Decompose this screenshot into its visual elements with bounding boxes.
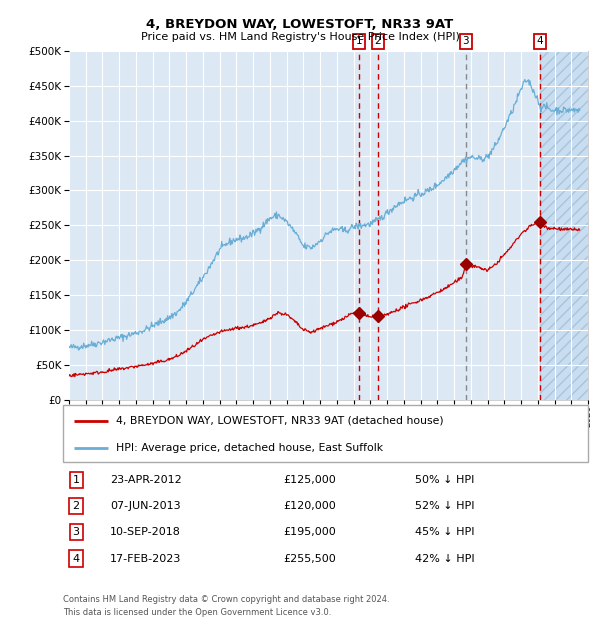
Text: 1: 1 xyxy=(73,475,80,485)
Text: 17-FEB-2023: 17-FEB-2023 xyxy=(110,554,182,564)
Text: HPI: Average price, detached house, East Suffolk: HPI: Average price, detached house, East… xyxy=(115,443,383,453)
Text: 3: 3 xyxy=(463,37,469,46)
Text: £125,000: £125,000 xyxy=(284,475,336,485)
Text: 2: 2 xyxy=(374,37,381,46)
Text: £195,000: £195,000 xyxy=(284,528,336,538)
Text: 07-JUN-2013: 07-JUN-2013 xyxy=(110,501,181,511)
Text: 52% ↓ HPI: 52% ↓ HPI xyxy=(415,501,474,511)
Text: 4, BREYDON WAY, LOWESTOFT, NR33 9AT: 4, BREYDON WAY, LOWESTOFT, NR33 9AT xyxy=(146,19,454,31)
Text: 2: 2 xyxy=(73,501,80,511)
Text: 3: 3 xyxy=(73,528,80,538)
Text: £255,500: £255,500 xyxy=(284,554,336,564)
Text: 42% ↓ HPI: 42% ↓ HPI xyxy=(415,554,475,564)
Text: 45% ↓ HPI: 45% ↓ HPI xyxy=(415,528,474,538)
Text: 4: 4 xyxy=(536,37,543,46)
Text: 1: 1 xyxy=(355,37,362,46)
FancyBboxPatch shape xyxy=(63,405,588,462)
Bar xyxy=(540,51,588,400)
Text: 4: 4 xyxy=(73,554,80,564)
Text: 50% ↓ HPI: 50% ↓ HPI xyxy=(415,475,474,485)
Text: 10-SEP-2018: 10-SEP-2018 xyxy=(110,528,181,538)
Text: Price paid vs. HM Land Registry's House Price Index (HPI): Price paid vs. HM Land Registry's House … xyxy=(140,32,460,42)
Text: 4, BREYDON WAY, LOWESTOFT, NR33 9AT (detached house): 4, BREYDON WAY, LOWESTOFT, NR33 9AT (det… xyxy=(115,416,443,426)
Text: Contains HM Land Registry data © Crown copyright and database right 2024.
This d: Contains HM Land Registry data © Crown c… xyxy=(63,595,389,617)
Text: 23-APR-2012: 23-APR-2012 xyxy=(110,475,182,485)
Text: £120,000: £120,000 xyxy=(284,501,336,511)
